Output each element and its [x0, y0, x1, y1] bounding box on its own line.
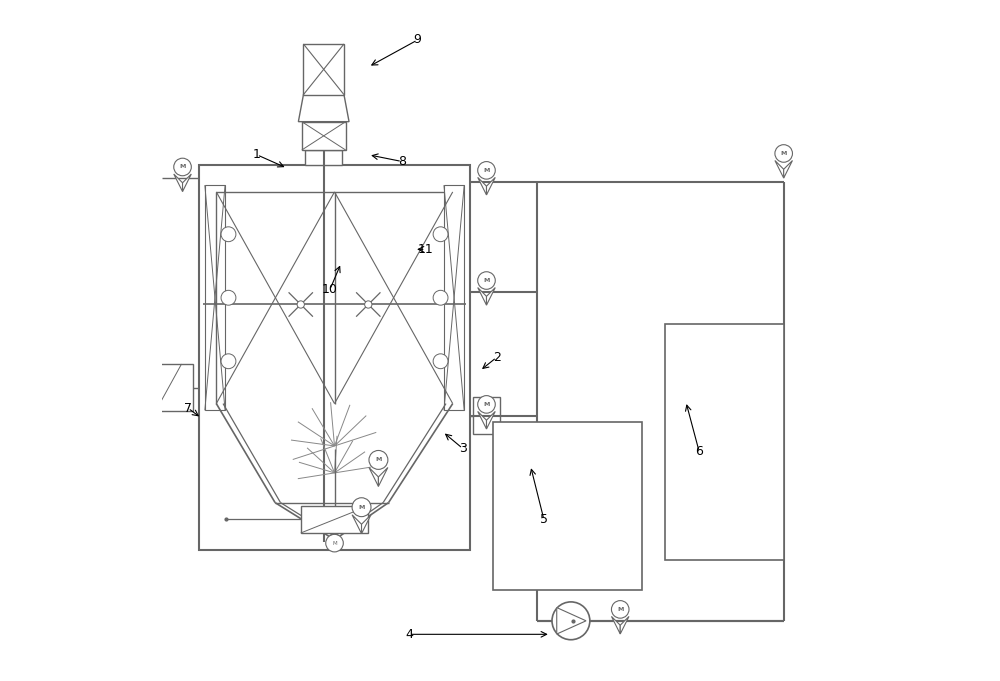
- Circle shape: [297, 301, 304, 308]
- Bar: [473, 397, 500, 434]
- Bar: [444, 185, 464, 411]
- Circle shape: [433, 227, 448, 242]
- Polygon shape: [369, 467, 378, 486]
- Circle shape: [174, 158, 191, 176]
- Bar: [205, 185, 225, 411]
- Circle shape: [369, 450, 388, 469]
- Circle shape: [352, 498, 371, 517]
- Text: 3: 3: [459, 442, 467, 455]
- Circle shape: [221, 354, 236, 368]
- Text: M: M: [483, 402, 490, 407]
- Bar: [305, 150, 342, 165]
- Text: 10: 10: [322, 283, 338, 296]
- Bar: [156, 364, 193, 411]
- Text: M: M: [332, 541, 337, 545]
- Circle shape: [478, 396, 495, 413]
- Circle shape: [775, 144, 792, 162]
- Text: 1: 1: [253, 148, 261, 161]
- Bar: [303, 44, 344, 95]
- Text: M: M: [483, 168, 490, 173]
- Polygon shape: [362, 515, 371, 534]
- Bar: [665, 323, 784, 560]
- Text: M: M: [375, 458, 382, 462]
- Polygon shape: [620, 616, 629, 634]
- Polygon shape: [183, 174, 191, 191]
- Polygon shape: [478, 177, 486, 195]
- Polygon shape: [478, 287, 486, 305]
- Polygon shape: [478, 411, 486, 429]
- Polygon shape: [352, 515, 362, 534]
- Bar: [302, 122, 346, 150]
- Circle shape: [478, 272, 495, 289]
- Circle shape: [326, 535, 343, 552]
- Circle shape: [221, 227, 236, 242]
- Bar: [301, 506, 368, 533]
- Text: M: M: [780, 151, 787, 156]
- Text: 7: 7: [184, 402, 192, 415]
- Circle shape: [433, 290, 448, 305]
- Text: M: M: [617, 607, 623, 612]
- Bar: [199, 165, 470, 550]
- Polygon shape: [784, 161, 792, 178]
- Polygon shape: [174, 174, 183, 191]
- Polygon shape: [611, 616, 620, 634]
- Circle shape: [611, 601, 629, 618]
- Polygon shape: [486, 287, 495, 305]
- Text: M: M: [483, 278, 490, 283]
- Polygon shape: [486, 177, 495, 195]
- Text: 11: 11: [418, 243, 434, 256]
- Polygon shape: [378, 467, 388, 486]
- Circle shape: [365, 301, 372, 308]
- Circle shape: [478, 161, 495, 179]
- Text: M: M: [179, 165, 186, 170]
- Polygon shape: [298, 95, 349, 122]
- Polygon shape: [775, 161, 784, 178]
- Polygon shape: [557, 607, 586, 634]
- Polygon shape: [486, 411, 495, 429]
- Circle shape: [552, 602, 590, 639]
- Text: 9: 9: [414, 33, 422, 46]
- Text: 8: 8: [398, 155, 406, 168]
- Text: 2: 2: [493, 351, 501, 364]
- Bar: [493, 422, 642, 590]
- Text: M: M: [358, 505, 365, 509]
- Text: 6: 6: [695, 445, 703, 458]
- Text: 4: 4: [405, 628, 413, 641]
- Text: 5: 5: [540, 513, 548, 526]
- Circle shape: [221, 290, 236, 305]
- Circle shape: [433, 354, 448, 368]
